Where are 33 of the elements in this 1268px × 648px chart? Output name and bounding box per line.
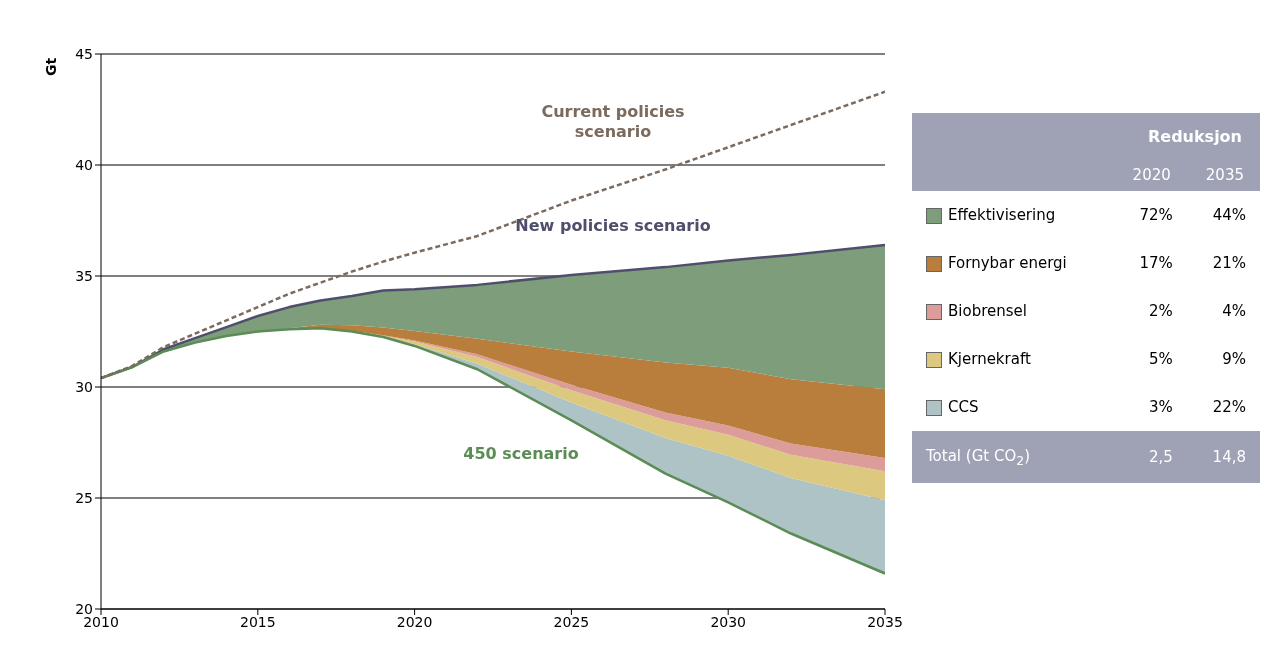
y-tick-label: 35: [75, 267, 93, 284]
text: 3%: [1148, 397, 1174, 418]
text: 4%: [1221, 301, 1247, 322]
text: 72%: [1138, 205, 1174, 226]
x-tick-label: 2020: [396, 613, 433, 630]
text: Fornybar energi: [948, 254, 1067, 272]
y-tick-label: 40: [75, 156, 93, 173]
text: CCS: [948, 398, 979, 416]
category-label: 2020: [1131, 165, 1172, 186]
y-tick-label: 45: [75, 45, 93, 62]
x-tick-label: 2035: [867, 613, 903, 630]
text: 44%: [1211, 205, 1247, 226]
y-axis-title: Gt: [42, 57, 59, 76]
text: 21%: [1211, 253, 1247, 274]
y-tick-label: 25: [75, 489, 93, 506]
text: Kjernekraft: [948, 350, 1031, 368]
text: 9%: [1221, 349, 1247, 370]
header-panel: Reduksjon: [912, 113, 1260, 159]
series-label: New policies scenario: [514, 216, 712, 236]
series-label: Current policies scenario: [540, 102, 686, 142]
y-tick-label: 30: [75, 378, 93, 395]
header-panel-lower: 2020 2035: [912, 159, 1260, 191]
text: Effektivisering: [948, 206, 1056, 224]
x-tick-label: 2025: [553, 613, 590, 630]
text: 22%: [1211, 397, 1247, 418]
text: 5%: [1148, 349, 1174, 370]
x-tick-label: 2030: [710, 613, 747, 630]
text: 17%: [1138, 253, 1174, 274]
text: 2%: [1148, 301, 1174, 322]
series-label: 450 scenario: [462, 444, 580, 464]
category-label: 2035: [1204, 165, 1245, 186]
text: Biobrensel: [948, 302, 1027, 320]
x-tick-label: 2015: [239, 613, 276, 630]
